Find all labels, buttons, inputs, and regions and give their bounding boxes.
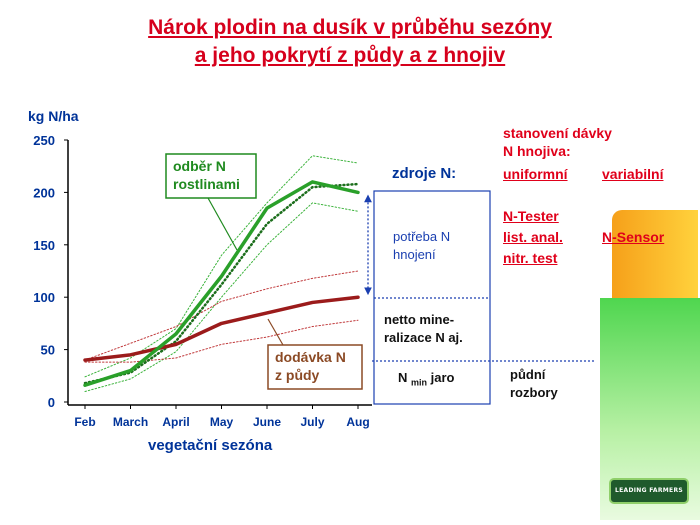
n-sensor-label: N-Sensor	[602, 229, 665, 245]
series-line-soil_upper	[84, 270, 359, 361]
nmin-suffix: jaro	[427, 370, 455, 385]
x-tick-label: April	[162, 415, 189, 429]
net-mineralization-label: netto mine- ralizace N aj.	[384, 312, 463, 345]
series-line-soil_lower	[84, 319, 359, 363]
y-tick-label: 250	[33, 133, 55, 148]
soil-tests-label: půdní rozbory	[510, 367, 558, 400]
uptake-label-line: odběr N	[173, 158, 226, 174]
y-tick-label: 100	[33, 290, 55, 305]
n-tester-label: N-Tester	[503, 208, 559, 224]
soil-label-line: dodávka N	[275, 349, 346, 365]
series-line-uptake_dotted	[83, 182, 360, 385]
uptake-label-box	[165, 153, 257, 199]
need-fertilization-label: potřeba N hnojení	[393, 229, 451, 262]
nmin-spring-label: N min jaro	[398, 369, 454, 392]
y-tick-label: 0	[48, 395, 55, 410]
nmin-subscript: min	[411, 377, 428, 388]
x-tick-label: May	[210, 415, 234, 429]
list-anal-label: list. anal.	[503, 229, 563, 245]
x-tick-label: March	[113, 415, 148, 429]
title-line-1: Nárok plodin na dusík v průběhu sezóny	[148, 16, 552, 39]
title-line-2: a jeho pokrytí z půdy a z hnojiv	[194, 44, 506, 67]
soil-label-box	[267, 344, 363, 390]
series-line-soil	[83, 295, 360, 362]
soil-label-leader	[267, 318, 284, 346]
y-axis-label: kg N/ha	[28, 108, 79, 124]
y-tick-label: 50	[41, 343, 55, 358]
x-tick-label: July	[300, 415, 324, 429]
nitr-test-label: nitr. test	[503, 250, 558, 266]
uptake-label-line: rostlinami	[173, 176, 240, 192]
x-tick-label: Feb	[74, 415, 95, 429]
n-sources-heading: zdroje N:	[392, 165, 457, 182]
y-tick-label: 150	[33, 238, 55, 253]
y-tick-label: 200	[33, 185, 55, 200]
series-line-uptake_upper	[84, 155, 359, 378]
variable-label: variabilní	[602, 166, 664, 182]
x-tick-label: Aug	[346, 415, 369, 429]
x-axis-label: vegetační sezóna	[148, 437, 273, 454]
nmin-prefix: N	[398, 370, 411, 385]
soil-label-line: z půdy	[275, 367, 320, 383]
leading-farmers-logo: LEADING FARMERS	[609, 478, 689, 504]
uniform-label: uniformní	[503, 166, 568, 182]
series-line-uptake_lower	[84, 202, 359, 393]
uptake-label-leader	[207, 197, 238, 251]
dose-heading: stanovení dávky N hnojiva:	[503, 125, 612, 159]
x-tick-label: June	[253, 415, 281, 429]
series-line-uptake	[83, 180, 360, 387]
